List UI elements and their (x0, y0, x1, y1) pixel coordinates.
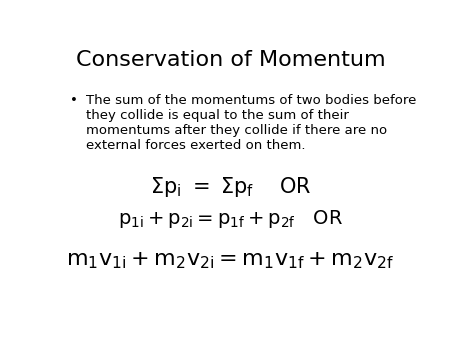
Text: $\mathsf{p_{1i} + p_{2i} = p_{1f} + p_{2f}}$   OR: $\mathsf{p_{1i} + p_{2i} = p_{1f} + p_{2… (118, 209, 343, 231)
Text: momentums after they collide if there are no: momentums after they collide if there ar… (86, 124, 387, 137)
Text: $\mathsf{m_1 v_{1i} + m_2 v_{2i} = m_1 v_{1f} + m_2 v_{2f}}$: $\mathsf{m_1 v_{1i} + m_2 v_{2i} = m_1 v… (67, 250, 395, 271)
Text: $\mathsf{\Sigma}$$\mathsf{p}$$_\mathsf{i}$ $=$ $\mathsf{\Sigma p}$$_\mathsf{f}$ : $\mathsf{\Sigma}$$\mathsf{p}$$_\mathsf{i… (150, 175, 311, 199)
Text: they collide is equal to the sum of their: they collide is equal to the sum of thei… (86, 109, 349, 122)
Text: •: • (69, 94, 77, 107)
Text: external forces exerted on them.: external forces exerted on them. (86, 139, 306, 152)
Text: Conservation of Momentum: Conservation of Momentum (76, 50, 386, 70)
Text: The sum of the momentums of two bodies before: The sum of the momentums of two bodies b… (86, 94, 416, 107)
